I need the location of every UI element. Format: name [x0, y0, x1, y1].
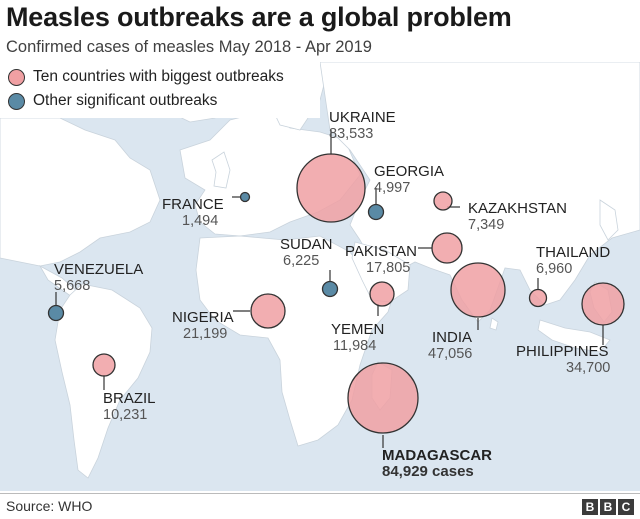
legend-item-other: Other significant outbreaks — [8, 92, 217, 110]
label-india-value: 47,056 — [428, 346, 472, 362]
label-venezuela-value: 5,668 — [54, 278, 90, 294]
bubble-sudan — [321, 280, 339, 298]
label-pakistan-value: 17,805 — [366, 260, 410, 276]
label-georgia-value: 4,997 — [374, 180, 410, 196]
label-france-value: 1,494 — [182, 213, 218, 229]
label-philippines-value: 34,700 — [566, 360, 610, 376]
bubble-ukraine — [296, 153, 366, 223]
label-france-name: FRANCE — [162, 196, 224, 213]
bubble-philippines — [581, 282, 625, 326]
label-philippines-name: PHILIPPINES — [516, 343, 609, 360]
bubble-thailand — [528, 288, 548, 308]
legend-swatch-other — [8, 92, 25, 110]
legend: Ten countries with biggest outbreaks Oth… — [0, 62, 320, 118]
source-note: Source: WHO — [6, 498, 93, 514]
bubble-nigeria — [250, 293, 286, 329]
label-thailand-name: THAILAND — [536, 244, 610, 261]
bubble-brazil — [92, 353, 116, 377]
bbc-logo-letter: B — [582, 499, 598, 515]
label-sudan-value: 6,225 — [283, 253, 319, 269]
label-brazil-value: 10,231 — [103, 407, 147, 423]
chart-title: Measles outbreaks are a global problem — [6, 2, 512, 32]
label-thailand-value: 6,960 — [536, 261, 572, 277]
label-sudan-name: SUDAN — [280, 236, 333, 253]
bubble-india — [450, 262, 506, 318]
label-georgia-name: GEORGIA — [374, 163, 444, 180]
label-yemen-name: YEMEN — [331, 321, 384, 338]
bbc-logo: B B C — [582, 499, 634, 515]
legend-label-big: Ten countries with biggest outbreaks — [33, 68, 284, 85]
label-venezuela-name: VENEZUELA — [54, 261, 143, 278]
label-brazil-name: BRAZIL — [103, 390, 156, 407]
legend-label-other: Other significant outbreaks — [33, 92, 218, 109]
bubble-kazakhstan — [433, 191, 453, 211]
bubble-yemen — [369, 281, 395, 307]
label-madagascar-value: 84,929 cases — [382, 463, 474, 480]
world-map: UKRAINE 83,533 GEORGIA 4,997 KAZAKHSTAN … — [0, 62, 640, 491]
footer-divider — [0, 493, 640, 494]
label-kazakhstan-name: KAZAKHSTAN — [468, 200, 567, 217]
land-japan — [599, 199, 619, 241]
label-india-name: INDIA — [432, 329, 472, 346]
legend-swatch-big — [8, 68, 25, 86]
land-indonesia — [537, 319, 611, 353]
outbreak-circles — [47, 153, 625, 434]
bubble-france — [239, 191, 251, 203]
bbc-logo-letter: B — [600, 499, 616, 515]
label-nigeria-name: NIGERIA — [172, 309, 234, 326]
label-madagascar-name: MADAGASCAR — [382, 447, 492, 464]
bubble-venezuela — [47, 304, 65, 322]
land-africa — [195, 235, 396, 447]
land-uk — [211, 151, 231, 189]
label-ukraine-value: 83,533 — [329, 126, 373, 142]
label-yemen-value: 11,984 — [333, 338, 376, 354]
country-labels: UKRAINE 83,533 GEORGIA 4,997 KAZAKHSTAN … — [54, 109, 610, 480]
bubble-pakistan — [431, 232, 463, 264]
label-ukraine-name: UKRAINE — [329, 109, 396, 126]
bbc-logo-letter: C — [618, 499, 634, 515]
land-sri-lanka — [489, 317, 499, 331]
leader-lines — [55, 130, 604, 448]
bubble-madagascar — [347, 362, 419, 434]
label-pakistan-name: PAKISTAN — [345, 243, 417, 260]
legend-item-big: Ten countries with biggest outbreaks — [8, 68, 284, 86]
bubble-georgia — [367, 203, 385, 221]
landmasses — [0, 62, 640, 479]
label-nigeria-value: 21,199 — [183, 326, 227, 342]
land-north-america — [0, 117, 161, 267]
chart-subtitle: Confirmed cases of measles May 2018 - Ap… — [6, 38, 372, 56]
label-kazakhstan-value: 7,349 — [468, 217, 504, 233]
